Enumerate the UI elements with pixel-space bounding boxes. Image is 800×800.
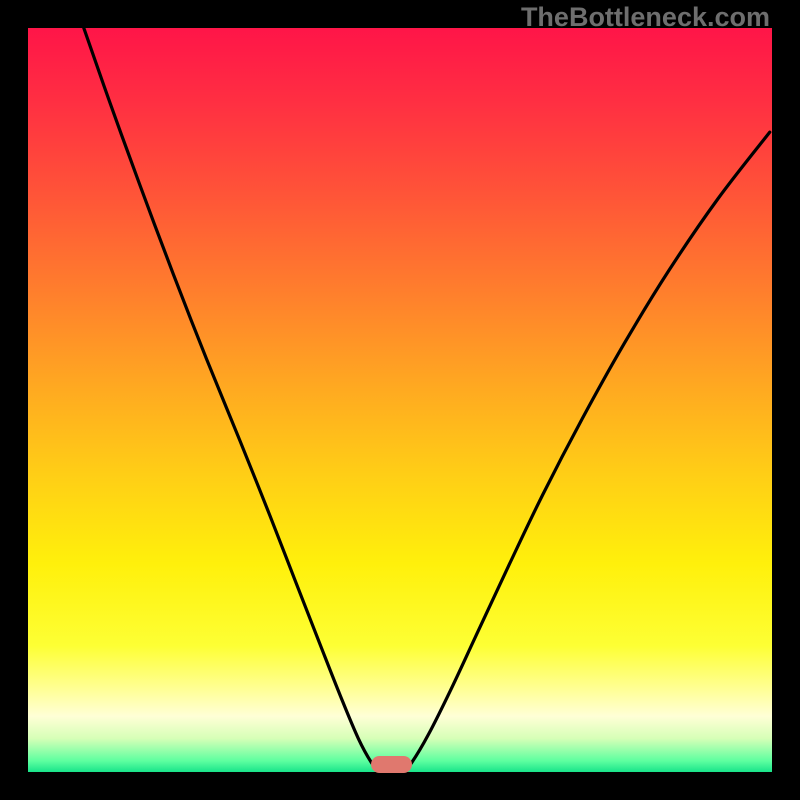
v-curve bbox=[84, 28, 770, 771]
bottleneck-marker bbox=[371, 756, 412, 772]
chart-svg bbox=[0, 0, 800, 800]
watermark-text: TheBottleneck.com bbox=[521, 2, 770, 33]
